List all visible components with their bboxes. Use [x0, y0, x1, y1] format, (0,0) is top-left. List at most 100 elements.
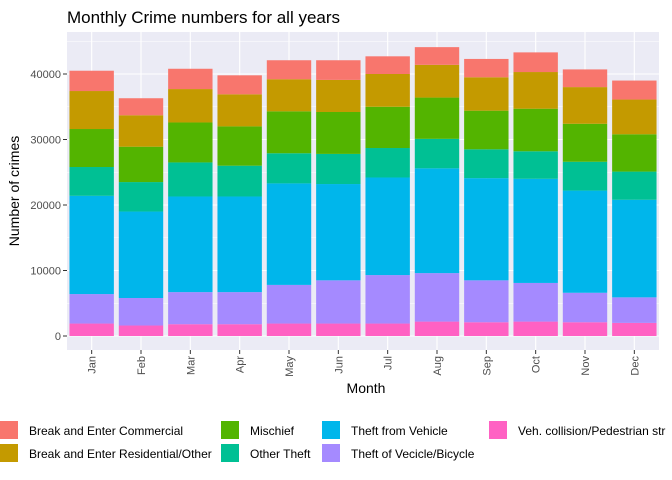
y-axis-title: Number of crimes: [6, 136, 22, 246]
bar-segment: [168, 89, 213, 123]
bar-segment: [562, 87, 608, 124]
bar-segment: [316, 280, 361, 324]
bar-segment: [414, 273, 460, 322]
bar-segment: [69, 195, 114, 295]
bars: [69, 47, 657, 336]
bar-segment: [266, 284, 312, 324]
y-tick-label: 20000: [30, 200, 61, 212]
bar-segment: [513, 108, 558, 152]
bar-segment: [69, 323, 114, 336]
x-tick-label: Jul: [383, 356, 395, 370]
legend-label: Veh. collision/Pedestrian str: [518, 424, 665, 438]
bar-segment: [118, 115, 164, 147]
x-tick-label: Feb: [136, 356, 148, 375]
x-tick-label: Jan: [87, 356, 99, 374]
bar-segment: [217, 196, 262, 293]
x-tick-label: Jun: [333, 356, 345, 374]
bar-segment: [513, 321, 558, 336]
bar-segment: [464, 58, 509, 78]
bar-segment: [217, 292, 262, 325]
bar-segment: [464, 178, 509, 281]
bar-segment: [562, 161, 608, 191]
bar-segment: [316, 79, 361, 112]
bar-segment: [365, 177, 410, 276]
bar-segment: [168, 68, 213, 90]
bar-segment: [464, 149, 509, 179]
bar-segment: [562, 292, 608, 323]
bar-segment: [316, 184, 361, 281]
bar-segment: [168, 122, 213, 163]
bar-segment: [612, 171, 657, 200]
legend-label: Theft from Vehicle: [351, 424, 448, 438]
plot-panel: [67, 32, 659, 350]
bar-segment: [513, 178, 558, 283]
bar-segment: [513, 52, 558, 73]
legend-key: [489, 421, 507, 439]
bar-segment: [316, 153, 361, 185]
x-tick-label: May: [284, 356, 296, 377]
x-axis-title: Month: [347, 380, 386, 396]
bar-segment: [464, 322, 509, 336]
x-tick-label: Oct: [531, 356, 543, 373]
bar-segment: [168, 162, 213, 197]
y-axis: 0 10000 20000 30000 40000: [30, 69, 67, 343]
bar-segment: [365, 148, 410, 178]
x-tick-label: Apr: [235, 356, 247, 373]
legend-key: [221, 444, 239, 462]
bar-segment: [612, 99, 657, 135]
bar-segment: [266, 323, 312, 336]
bar-segment: [414, 47, 460, 65]
legend-label: Theft of Vecicle/Bicycle: [351, 447, 475, 461]
x-tick-label: Sep: [481, 356, 493, 376]
bar-segment: [266, 111, 312, 154]
bar-segment: [464, 110, 509, 150]
bar-segment: [69, 167, 114, 196]
bar-segment: [69, 129, 114, 168]
bar-segment: [562, 190, 608, 293]
legend-key: [0, 421, 18, 439]
bar-segment: [118, 182, 164, 212]
bar-segment: [217, 165, 262, 197]
bar-segment: [316, 60, 361, 80]
bar-segment: [217, 75, 262, 95]
bar-segment: [414, 64, 460, 98]
bar-segment: [513, 282, 558, 322]
bar-segment: [365, 56, 410, 74]
bar-segment: [612, 322, 657, 336]
bar-segment: [562, 69, 608, 88]
legend-label: Break and Enter Residential/Other: [29, 447, 212, 461]
bar-segment: [168, 196, 213, 293]
legend-label: Break and Enter Commercial: [29, 424, 183, 438]
bar-segment: [316, 111, 361, 154]
bar-segment: [414, 321, 460, 336]
bar-segment: [365, 275, 410, 324]
bar-segment: [217, 126, 262, 166]
bar-segment: [612, 80, 657, 100]
bar-segment: [414, 138, 460, 169]
x-tick-label: Nov: [580, 356, 592, 376]
bar-segment: [513, 72, 558, 109]
bar-segment: [612, 134, 657, 172]
bar-segment: [118, 298, 164, 326]
y-tick-label: 10000: [30, 266, 61, 278]
bar-segment: [266, 183, 312, 285]
bar-segment: [266, 79, 312, 112]
bar-segment: [612, 199, 657, 298]
bar-segment: [562, 322, 608, 336]
x-tick-label: Aug: [432, 356, 444, 376]
bar-segment: [69, 294, 114, 324]
bar-segment: [118, 98, 164, 116]
legend-key: [0, 444, 18, 462]
bar-segment: [365, 106, 410, 149]
bar-segment: [464, 280, 509, 323]
bar-segment: [365, 323, 410, 336]
bar-segment: [266, 60, 312, 80]
legend-label: Mischief: [250, 424, 295, 438]
bar-segment: [414, 97, 460, 139]
bar-segment: [168, 324, 213, 336]
bar-segment: [464, 77, 509, 111]
bar-segment: [168, 292, 213, 325]
bar-segment: [266, 153, 312, 184]
bar-segment: [562, 123, 608, 162]
